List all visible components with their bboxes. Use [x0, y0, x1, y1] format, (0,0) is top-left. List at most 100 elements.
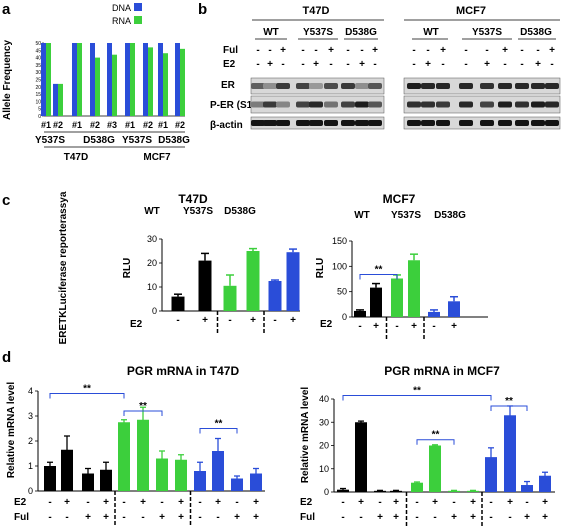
panel-c-genotype-labels: WT Y537S D538G WT Y537S D538G: [144, 206, 466, 221]
panel-a-ylabel: Allele Frequency: [2, 40, 13, 120]
bar: [61, 449, 73, 491]
blot-band: [309, 120, 323, 126]
blot-band: [498, 83, 512, 89]
y-tick-label: 4: [28, 386, 33, 396]
e2-sign: -: [160, 497, 163, 508]
bar: [246, 251, 260, 311]
significance-bracket: [359, 273, 398, 280]
sample-label: #2: [90, 120, 100, 130]
genotype-label: Y537S: [183, 206, 213, 217]
panel-c-left-rlu: RLU: [122, 258, 133, 279]
bar-rna: [112, 54, 117, 116]
y-tick-label: 25: [35, 78, 41, 84]
bar: [390, 490, 402, 492]
panel-d-right-e2: E2: [300, 497, 313, 508]
bar-dna: [90, 43, 95, 116]
ful-sign: -: [485, 45, 488, 56]
bar: [391, 278, 403, 317]
bar: [429, 445, 441, 492]
panel-d-left-ylabel: Relative mRNA level: [6, 382, 17, 479]
bar: [355, 422, 367, 492]
y-tick-label: 100: [332, 261, 347, 271]
significance-marker: **: [83, 384, 91, 395]
panel-d-right-ylabel: Relative mRNA level: [300, 387, 311, 484]
ful-sign: -: [520, 45, 523, 56]
significance-marker: **: [432, 430, 440, 441]
blot-band: [296, 120, 310, 126]
bar-rna: [77, 43, 82, 116]
blot-band: [368, 83, 382, 89]
bar: [212, 451, 224, 491]
e2-sign: +: [535, 59, 541, 70]
e2-sign: +: [140, 497, 146, 508]
blot-band: [421, 120, 435, 126]
genotype-label: WT: [144, 206, 160, 217]
e2-sign: -: [341, 497, 344, 508]
bar: [82, 473, 94, 491]
ful-sign: -: [536, 45, 539, 56]
e2-sign: +: [64, 497, 70, 508]
ful-sign: +: [393, 512, 399, 523]
ful-sign: -: [464, 45, 467, 56]
genotype-d538g-t47d: D538G: [345, 27, 377, 38]
y-tick-label: 30: [319, 417, 329, 427]
e2-sign: -: [503, 59, 506, 70]
blot-band: [436, 101, 450, 108]
y-tick-label: 20: [319, 441, 329, 451]
e2-sign: -: [373, 59, 376, 70]
blot-band: [459, 120, 473, 126]
significance-marker: **: [413, 386, 421, 397]
bar-rna: [95, 57, 100, 116]
y-tick-label: 0: [38, 114, 41, 120]
panel-c-right-rlu: RLU: [315, 258, 326, 279]
panel-letter-a: a: [2, 1, 11, 18]
blot-band: [545, 101, 559, 108]
e2-sign: -: [86, 497, 89, 508]
y-tick-label: 15: [35, 92, 41, 98]
e2-sign: +: [507, 497, 513, 508]
blot-band: [459, 83, 473, 89]
significance-marker: **: [375, 264, 383, 275]
blot-band: [368, 120, 382, 126]
blot-band: [515, 101, 529, 108]
blot-label-per: P-ER (S118): [210, 100, 266, 111]
ful-sign: +: [103, 512, 109, 523]
e2-sign: -: [122, 497, 125, 508]
ful-sign: -: [216, 512, 219, 523]
bar: [374, 490, 386, 492]
ful-sign: -: [341, 512, 344, 523]
e2-sign: +: [313, 59, 319, 70]
legend-rna-swatch: [134, 16, 142, 24]
e2-sign: +: [411, 321, 417, 332]
bar: [100, 469, 112, 491]
significance-marker: **: [139, 401, 147, 412]
blot-band: [368, 101, 382, 108]
genotype-y537s-mcf7: Y537S: [472, 27, 502, 38]
bar: [370, 287, 382, 317]
ful-sign: -: [360, 45, 363, 56]
bar: [448, 301, 460, 317]
bar: [467, 490, 479, 492]
legend-rna-label: RNA: [112, 16, 131, 26]
blot-band: [459, 101, 473, 108]
y-tick-label: 0: [324, 487, 329, 497]
ful-sign: +: [328, 45, 334, 56]
significance-bracket: [490, 405, 528, 411]
bar: [504, 415, 516, 492]
panel-c-left-e2: E2: [130, 319, 143, 330]
e2-sign: +: [393, 497, 399, 508]
blot-band: [309, 83, 323, 89]
e2-sign: -: [346, 59, 349, 70]
bar: [175, 459, 187, 491]
ful-sign: -: [256, 45, 259, 56]
western-blots: [250, 77, 561, 130]
blot-band: [341, 83, 355, 89]
e2-sign: -: [235, 497, 238, 508]
panel-c: c ERETKLuciferase reporterassya T47D MCF…: [2, 191, 488, 344]
y-tick-label: 1: [28, 461, 33, 471]
e2-sign: +: [103, 497, 109, 508]
panel-b: b T47D MCF7 WT Y537S D538G WT Y537S D538…: [198, 1, 561, 131]
blot-band: [251, 120, 265, 126]
